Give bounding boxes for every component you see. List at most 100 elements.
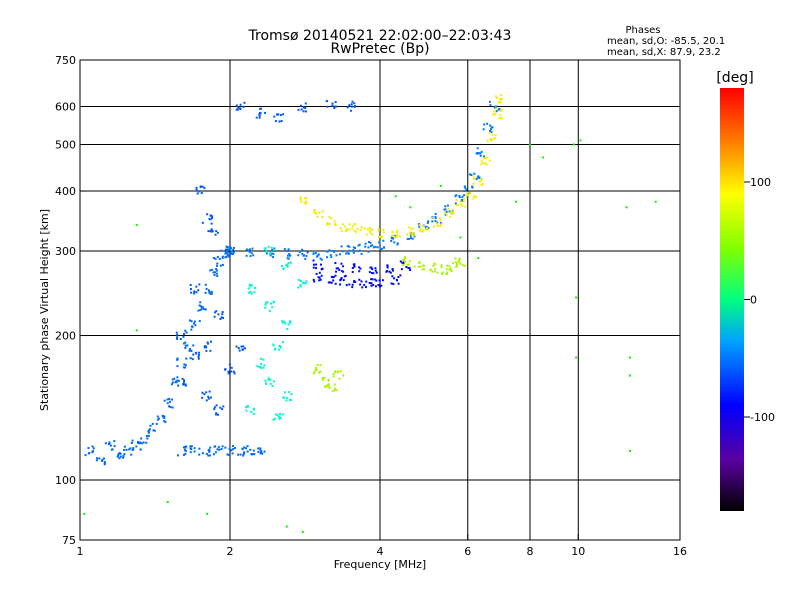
data-point — [164, 421, 167, 424]
data-point — [461, 199, 464, 202]
data-point — [255, 116, 258, 119]
data-point — [116, 455, 119, 458]
data-point — [330, 281, 333, 284]
data-point — [391, 237, 394, 240]
data-point — [195, 285, 198, 288]
data-point — [273, 115, 276, 118]
data-point — [183, 449, 186, 452]
data-point — [95, 459, 98, 462]
data-point — [214, 311, 217, 314]
data-point — [185, 331, 188, 334]
data-point — [266, 301, 269, 304]
data-point — [226, 252, 229, 255]
data-point — [455, 204, 458, 207]
data-point — [391, 267, 394, 270]
data-point — [354, 105, 357, 108]
data-point — [402, 258, 405, 261]
data-point — [629, 374, 632, 377]
data-point — [189, 288, 192, 291]
data-point — [195, 188, 198, 191]
data-point — [227, 251, 230, 254]
data-point — [243, 101, 246, 104]
data-point — [245, 447, 248, 450]
data-point — [273, 247, 276, 250]
data-point — [208, 454, 211, 457]
data-point — [409, 228, 412, 231]
data-point — [457, 259, 460, 262]
data-point — [123, 448, 126, 451]
data-point — [318, 271, 321, 274]
data-point — [445, 268, 448, 271]
data-point — [449, 211, 452, 214]
data-point — [232, 248, 235, 251]
data-point — [280, 120, 283, 123]
data-point — [285, 396, 288, 399]
data-point — [370, 233, 373, 236]
data-point — [263, 450, 266, 453]
data-point — [408, 260, 411, 263]
data-point — [195, 186, 198, 189]
data-point — [341, 250, 344, 253]
data-point — [224, 256, 227, 259]
data-point — [358, 249, 361, 252]
data-point — [231, 445, 234, 448]
data-point — [243, 451, 246, 454]
data-point — [422, 225, 425, 228]
data-point — [464, 186, 467, 189]
data-point — [370, 282, 373, 285]
data-point — [354, 246, 357, 249]
data-point — [372, 246, 375, 249]
data-point — [377, 235, 380, 238]
data-point — [654, 200, 657, 203]
data-point — [386, 264, 389, 267]
data-point — [454, 195, 457, 198]
data-point — [153, 429, 156, 432]
data-point — [283, 320, 286, 323]
data-point — [278, 417, 281, 420]
data-point — [263, 111, 266, 114]
data-point — [220, 448, 223, 451]
data-point — [418, 225, 421, 228]
data-point — [224, 251, 227, 254]
data-point — [230, 250, 233, 253]
data-point — [190, 445, 193, 448]
data-point — [221, 445, 224, 448]
data-point — [257, 447, 260, 450]
data-point — [464, 205, 467, 208]
data-point — [389, 271, 392, 274]
data-point — [304, 282, 307, 285]
data-point — [227, 255, 230, 258]
data-point — [515, 200, 518, 203]
data-point — [446, 271, 449, 274]
data-point — [421, 264, 424, 267]
data-point — [288, 252, 291, 255]
colorbar — [720, 88, 744, 511]
data-point — [184, 384, 187, 387]
data-point — [451, 262, 454, 265]
data-point — [472, 197, 475, 200]
data-point — [258, 114, 261, 117]
data-point — [123, 445, 126, 448]
data-point — [458, 257, 461, 260]
data-point — [413, 265, 416, 268]
data-point — [264, 303, 267, 306]
data-point — [208, 217, 211, 220]
data-point — [305, 200, 308, 203]
data-point — [285, 399, 288, 402]
data-point — [185, 445, 188, 448]
data-point — [184, 341, 187, 344]
data-point — [277, 113, 280, 116]
data-point — [207, 342, 210, 345]
data-point — [312, 259, 315, 262]
data-point — [157, 417, 160, 420]
data-point — [339, 279, 342, 282]
data-point — [213, 406, 216, 409]
data-point — [221, 255, 224, 258]
data-point — [227, 372, 230, 375]
data-point — [281, 321, 284, 324]
data-point — [394, 195, 397, 198]
data-point — [182, 453, 185, 456]
data-point — [216, 274, 219, 277]
data-point — [282, 267, 285, 270]
data-point — [193, 320, 196, 323]
